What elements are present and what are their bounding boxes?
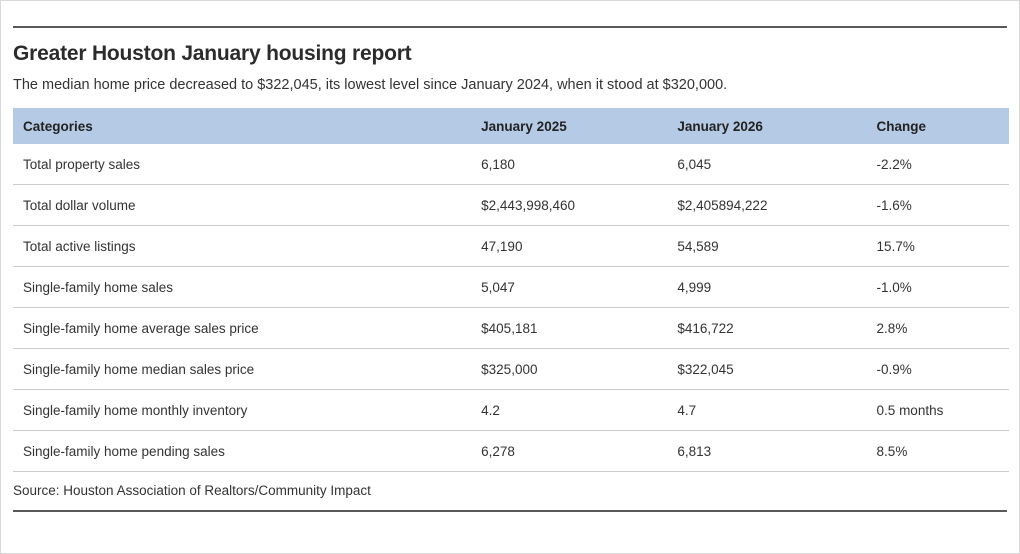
cell-jan2025: $405,181 — [471, 307, 668, 349]
table-header: Categories January 2025 January 2026 Cha… — [13, 108, 1009, 144]
report-subtitle: The median home price decreased to $322,… — [13, 77, 728, 93]
table-row: Total dollar volume $2,443,998,460 $2,40… — [13, 184, 1009, 226]
table-header-row: Categories January 2025 January 2026 Cha… — [13, 108, 1009, 144]
cell-category: Single-family home pending sales — [13, 430, 472, 472]
source-attribution: Source: Houston Association of Realtors/… — [13, 483, 371, 498]
column-header-january-2026: January 2026 — [667, 108, 867, 144]
cell-jan2025: 6,278 — [471, 430, 668, 472]
table-row: Total active listings 47,190 54,589 15.7… — [13, 225, 1009, 267]
cell-change: 0.5 months — [866, 389, 1009, 431]
cell-change: -0.9% — [866, 348, 1009, 390]
cell-category: Single-family home monthly inventory — [13, 389, 472, 431]
top-divider — [13, 26, 1007, 28]
table-row: Single-family home pending sales 6,278 6… — [13, 430, 1009, 472]
cell-jan2026: 6,045 — [667, 144, 867, 185]
cell-category: Total property sales — [13, 144, 472, 185]
cell-change: 15.7% — [866, 225, 1009, 267]
table-row: Single-family home sales 5,047 4,999 -1.… — [13, 266, 1009, 308]
cell-jan2025: 6,180 — [471, 144, 668, 185]
column-header-change: Change — [866, 108, 1009, 144]
cell-change: -1.6% — [866, 184, 1009, 226]
cell-change: 8.5% — [866, 430, 1009, 472]
cell-jan2026: $2,405894,222 — [667, 184, 867, 226]
table-body: Total property sales 6,180 6,045 -2.2% T… — [13, 144, 1009, 472]
page-title: Greater Houston January housing report — [13, 42, 412, 65]
cell-jan2026: $416,722 — [667, 307, 867, 349]
cell-jan2025: $2,443,998,460 — [471, 184, 668, 226]
column-header-categories: Categories — [13, 108, 472, 144]
cell-category: Total active listings — [13, 225, 472, 267]
cell-jan2026: 4.7 — [667, 389, 867, 431]
bottom-divider — [13, 510, 1007, 512]
table-row: Single-family home median sales price $3… — [13, 348, 1009, 390]
cell-change: 2.8% — [866, 307, 1009, 349]
cell-category: Single-family home median sales price — [13, 348, 472, 390]
housing-report-table: Categories January 2025 January 2026 Cha… — [13, 108, 1009, 472]
table-row: Single-family home monthly inventory 4.2… — [13, 389, 1009, 431]
cell-category: Single-family home sales — [13, 266, 472, 308]
cell-category: Single-family home average sales price — [13, 307, 472, 349]
cell-jan2025: 5,047 — [471, 266, 668, 308]
cell-jan2025: 4.2 — [471, 389, 668, 431]
column-header-january-2025: January 2025 — [471, 108, 668, 144]
cell-jan2026: 54,589 — [667, 225, 867, 267]
cell-change: -2.2% — [866, 144, 1009, 185]
cell-jan2026: 6,813 — [667, 430, 867, 472]
cell-jan2026: $322,045 — [667, 348, 867, 390]
table-row: Total property sales 6,180 6,045 -2.2% — [13, 144, 1009, 185]
cell-jan2025: 47,190 — [471, 225, 668, 267]
cell-change: -1.0% — [866, 266, 1009, 308]
table-row: Single-family home average sales price $… — [13, 307, 1009, 349]
cell-jan2026: 4,999 — [667, 266, 867, 308]
cell-jan2025: $325,000 — [471, 348, 668, 390]
cell-category: Total dollar volume — [13, 184, 472, 226]
